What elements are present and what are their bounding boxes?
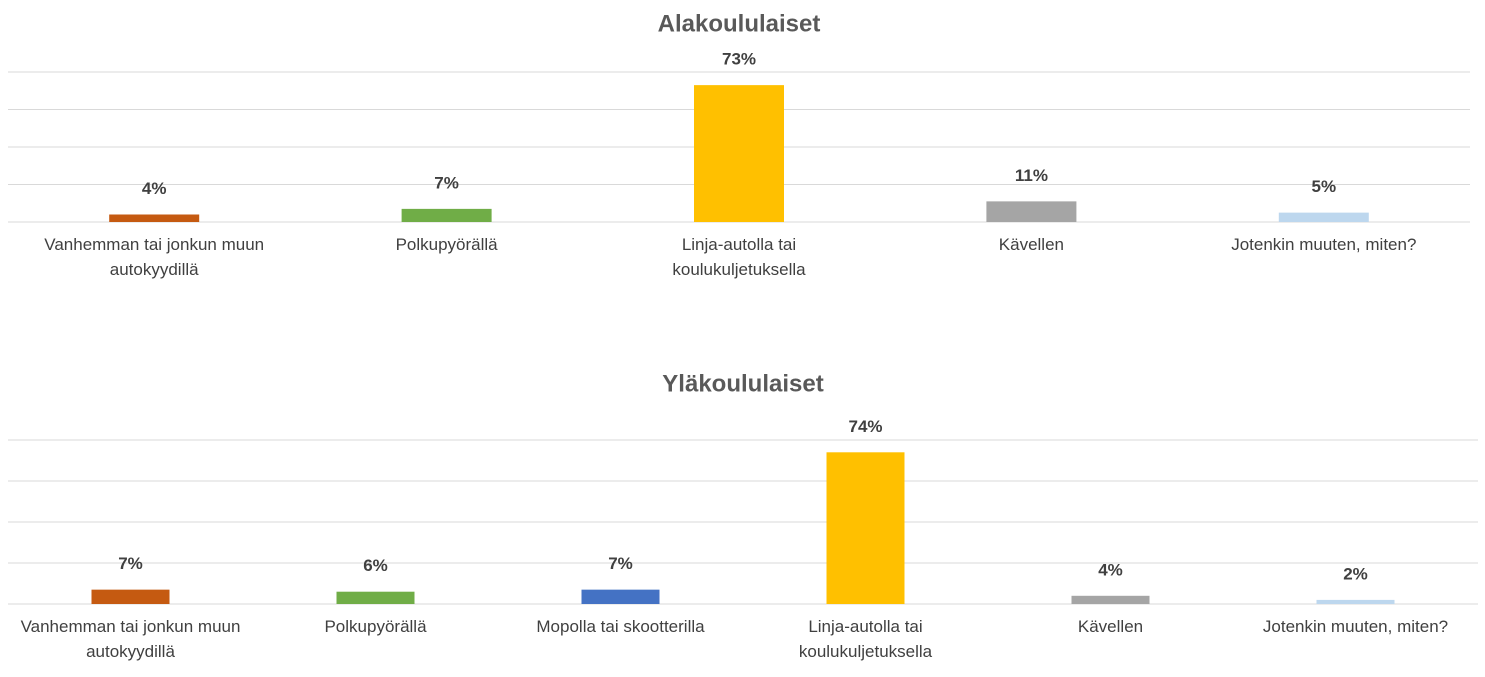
bar <box>336 591 415 604</box>
bar <box>109 214 200 222</box>
data-label: 7% <box>434 173 459 192</box>
x-tick-label: Polkupyörällä <box>395 235 498 254</box>
data-label: 4% <box>142 179 167 198</box>
bar <box>826 452 905 604</box>
data-label: 5% <box>1312 177 1337 196</box>
data-label: 4% <box>1098 560 1123 579</box>
x-tick-label: Mopolla tai skootterilla <box>536 617 705 636</box>
data-label: 6% <box>363 556 388 575</box>
bar <box>1278 212 1369 222</box>
x-tick-label: Vanhemman tai jonkun muun autokyydillä <box>44 235 265 279</box>
bar <box>581 589 660 604</box>
x-tick-label: Jotenkin muuten, miten? <box>1231 235 1417 254</box>
data-label: 7% <box>118 554 143 573</box>
chart-title: Yläkoululaiset <box>662 370 823 397</box>
data-label: 74% <box>848 417 882 436</box>
bar <box>694 85 784 222</box>
chart-title: Alakoululaiset <box>658 10 821 37</box>
x-tick-label: Kävellen <box>1077 617 1144 636</box>
data-label: 73% <box>722 50 756 69</box>
x-tick-label: Linja-autolla tai koulukuljetuksella <box>672 235 806 279</box>
bar <box>401 208 492 222</box>
x-tick-label: Vanhemman tai jonkun muun autokyydillä <box>20 617 241 661</box>
data-label: 7% <box>608 554 633 573</box>
data-label: 2% <box>1343 564 1368 583</box>
bar <box>91 589 170 604</box>
x-tick-label: Jotenkin muuten, miten? <box>1262 617 1449 636</box>
bar <box>1071 595 1150 604</box>
bar <box>986 201 1077 222</box>
x-tick-label: Linja-autolla tai koulukuljetuksella <box>798 617 933 661</box>
bar <box>1316 599 1395 604</box>
x-tick-label: Kävellen <box>998 235 1064 254</box>
x-tick-label: Polkupyörällä <box>324 617 427 636</box>
data-label: 11% <box>1015 166 1048 185</box>
